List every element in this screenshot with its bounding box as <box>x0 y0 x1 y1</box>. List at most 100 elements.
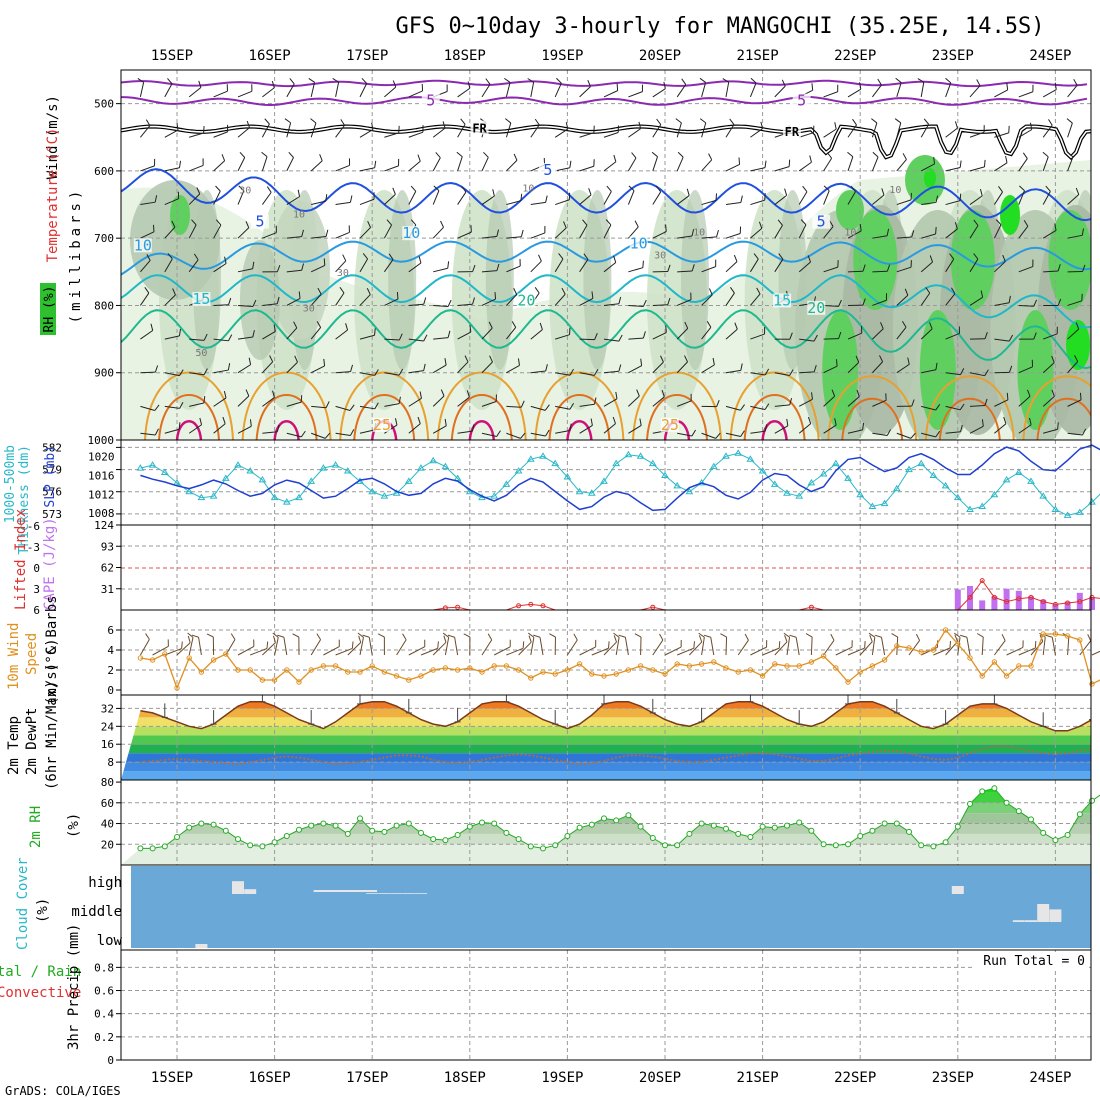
wind10-barb <box>206 633 215 656</box>
barb-flag <box>417 154 421 162</box>
label-min-max: (6hr Min/Max) (°C) <box>44 638 60 790</box>
label-cloud-pct: (%) <box>35 898 51 923</box>
wind10-point <box>711 659 717 665</box>
wind10-point <box>515 667 522 673</box>
rh2m-point <box>235 836 241 843</box>
barb-flag <box>1008 365 1013 373</box>
wind-barb <box>969 369 989 377</box>
wind-barb <box>993 219 1002 239</box>
barb-staff <box>481 195 495 205</box>
wind10-barb <box>262 635 276 656</box>
temp2m-line <box>140 700 1091 732</box>
barb-staff <box>799 132 814 138</box>
wind-barb <box>1067 264 1086 273</box>
barb-flag <box>342 254 347 262</box>
wind-barb <box>554 253 564 273</box>
wind-barb <box>237 84 253 98</box>
barb-flag <box>179 369 184 376</box>
wind-barb <box>921 430 941 438</box>
wind-barb <box>213 256 227 273</box>
wind-barb <box>140 323 154 340</box>
barb-flag <box>447 634 455 638</box>
barb-flag <box>146 254 151 261</box>
barb-flag <box>565 122 569 130</box>
wind10-point <box>467 665 473 671</box>
wind-barb <box>725 430 745 437</box>
thickness-point <box>209 492 218 499</box>
wind10-point <box>1089 681 1095 687</box>
barb-staff <box>286 236 302 239</box>
rh2m-point <box>1028 816 1034 823</box>
barb-flag <box>847 151 854 158</box>
barb-flag <box>783 632 790 638</box>
isotherm-35 <box>175 420 203 440</box>
wind-barb <box>1018 185 1025 205</box>
wind-barb <box>652 355 664 374</box>
barb-flag <box>488 321 493 329</box>
wind10-point <box>503 663 510 669</box>
top-date-axis: 15SEP 16SEP 17SEP 18SEP 19SEP 20SEP 21SEP 22SEP… <box>151 48 1072 64</box>
wind10-point <box>991 659 998 665</box>
rh2m-point <box>930 843 937 850</box>
wind-barb <box>237 389 250 407</box>
wind10-barb <box>1091 650 1100 656</box>
barb-flag <box>374 402 379 410</box>
barb-staff <box>628 267 643 273</box>
wind10-barb <box>1045 634 1056 656</box>
barb-flag <box>471 424 475 432</box>
wind-barb <box>945 253 955 273</box>
barb-staff <box>652 304 668 306</box>
thickness-point <box>697 478 706 486</box>
barb-staff <box>920 261 933 273</box>
barb-flag <box>1033 332 1037 340</box>
rh2m-point <box>430 836 437 843</box>
wind-barb <box>628 358 643 374</box>
barb-flag <box>178 160 182 168</box>
wind-barb <box>945 326 960 340</box>
barb-staff <box>1067 234 1083 239</box>
barb-staff <box>652 156 659 172</box>
wind-barb <box>749 253 759 273</box>
wind-barb <box>920 156 936 172</box>
temp-band <box>121 762 1091 772</box>
label-wind: Wind (m/s) <box>45 95 61 179</box>
barb-flag <box>838 299 842 307</box>
label-total-rain: Total / Rain <box>0 964 81 980</box>
wind-barb <box>530 429 550 437</box>
wind10-barb <box>357 632 364 656</box>
barb-flag <box>880 322 884 329</box>
wind-barb <box>579 188 592 205</box>
barb-staff <box>283 637 288 656</box>
barb-flag <box>528 635 532 643</box>
barb-staff <box>359 637 364 656</box>
wind-barb <box>433 261 450 273</box>
wind-barb <box>506 321 517 340</box>
wind10-barb <box>533 634 544 656</box>
isotherm-label-bg <box>807 300 826 315</box>
barb-flag <box>221 154 226 161</box>
wind-barb <box>237 357 252 374</box>
barb-staff <box>871 637 876 656</box>
wind-barb <box>652 224 667 239</box>
wind-barb <box>896 153 907 172</box>
isotherm-30 <box>353 394 416 440</box>
barb-staff <box>164 372 180 377</box>
barb-flag <box>756 287 761 295</box>
wind-barb <box>1067 322 1080 340</box>
wind-barb <box>945 222 958 239</box>
barb-staff <box>408 160 421 172</box>
barb-staff <box>188 224 197 239</box>
barb-flag <box>223 391 227 399</box>
thickness-point <box>173 478 181 486</box>
barb-flag <box>511 321 517 328</box>
barb-staff <box>774 225 783 239</box>
wind-barb <box>457 186 467 205</box>
barb-flag <box>398 368 404 376</box>
barb-flag <box>935 430 941 438</box>
barb-staff <box>624 637 629 656</box>
barb-flag <box>549 633 556 638</box>
wind-barb <box>896 230 915 239</box>
barb-staff <box>945 127 958 138</box>
barb-flag <box>504 77 511 83</box>
